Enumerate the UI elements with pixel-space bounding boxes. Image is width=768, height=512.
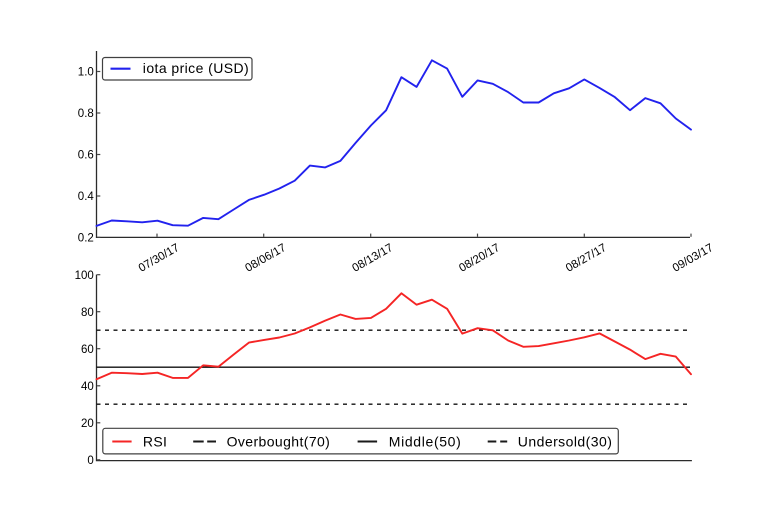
svg-text:0.6: 0.6 bbox=[78, 150, 94, 162]
svg-text:Overbought(70): Overbought(70) bbox=[227, 433, 331, 449]
svg-text:1.0: 1.0 bbox=[78, 67, 94, 79]
svg-text:0: 0 bbox=[87, 455, 93, 467]
svg-text:60: 60 bbox=[81, 344, 94, 356]
svg-text:40: 40 bbox=[81, 381, 94, 393]
svg-text:0.8: 0.8 bbox=[78, 108, 94, 120]
svg-text:Middle(50): Middle(50) bbox=[389, 433, 462, 449]
svg-text:RSI: RSI bbox=[143, 433, 167, 449]
svg-text:80: 80 bbox=[81, 307, 94, 319]
svg-text:Undersold(30): Undersold(30) bbox=[518, 433, 613, 449]
svg-text:20: 20 bbox=[81, 418, 94, 430]
svg-text:0.2: 0.2 bbox=[78, 233, 94, 245]
svg-text:100: 100 bbox=[75, 270, 94, 282]
svg-text:0.4: 0.4 bbox=[78, 191, 95, 203]
svg-text:iota price (USD): iota price (USD) bbox=[143, 60, 249, 76]
